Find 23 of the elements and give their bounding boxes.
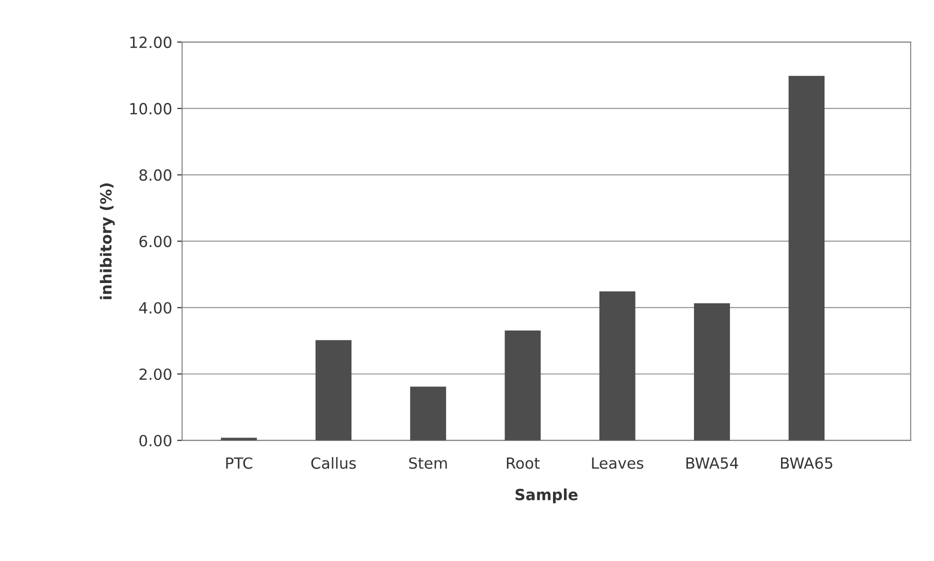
bar bbox=[220, 438, 257, 440]
x-tick-label: Leaves bbox=[592, 458, 644, 469]
y-axis-title: inhibitory (%) bbox=[100, 183, 115, 300]
bar bbox=[504, 330, 541, 440]
x-tick-label: BWA65 bbox=[781, 457, 832, 469]
x-tick-label: Callus bbox=[311, 457, 356, 469]
x-tick-label: PTC bbox=[226, 457, 252, 469]
bar bbox=[599, 291, 636, 440]
y-tick-label: 8.00 bbox=[139, 169, 172, 181]
bar bbox=[694, 303, 730, 440]
y-tick-label: 6.00 bbox=[139, 236, 172, 248]
y-tick-label: 12.00 bbox=[130, 36, 172, 48]
x-tick-label: BWA54 bbox=[686, 458, 738, 469]
y-tick-label: 4.00 bbox=[139, 302, 172, 314]
x-tick-label: Stem bbox=[409, 457, 447, 469]
bar bbox=[410, 386, 446, 440]
x-tick-label: Root bbox=[506, 458, 540, 469]
bar bbox=[788, 76, 825, 440]
y-tick-label: 0.00 bbox=[139, 434, 172, 446]
bar bbox=[316, 340, 352, 440]
y-tick-label: 10.00 bbox=[130, 102, 172, 114]
x-axis-title: Sample bbox=[516, 488, 578, 504]
y-tick-label: 2.00 bbox=[140, 368, 172, 380]
